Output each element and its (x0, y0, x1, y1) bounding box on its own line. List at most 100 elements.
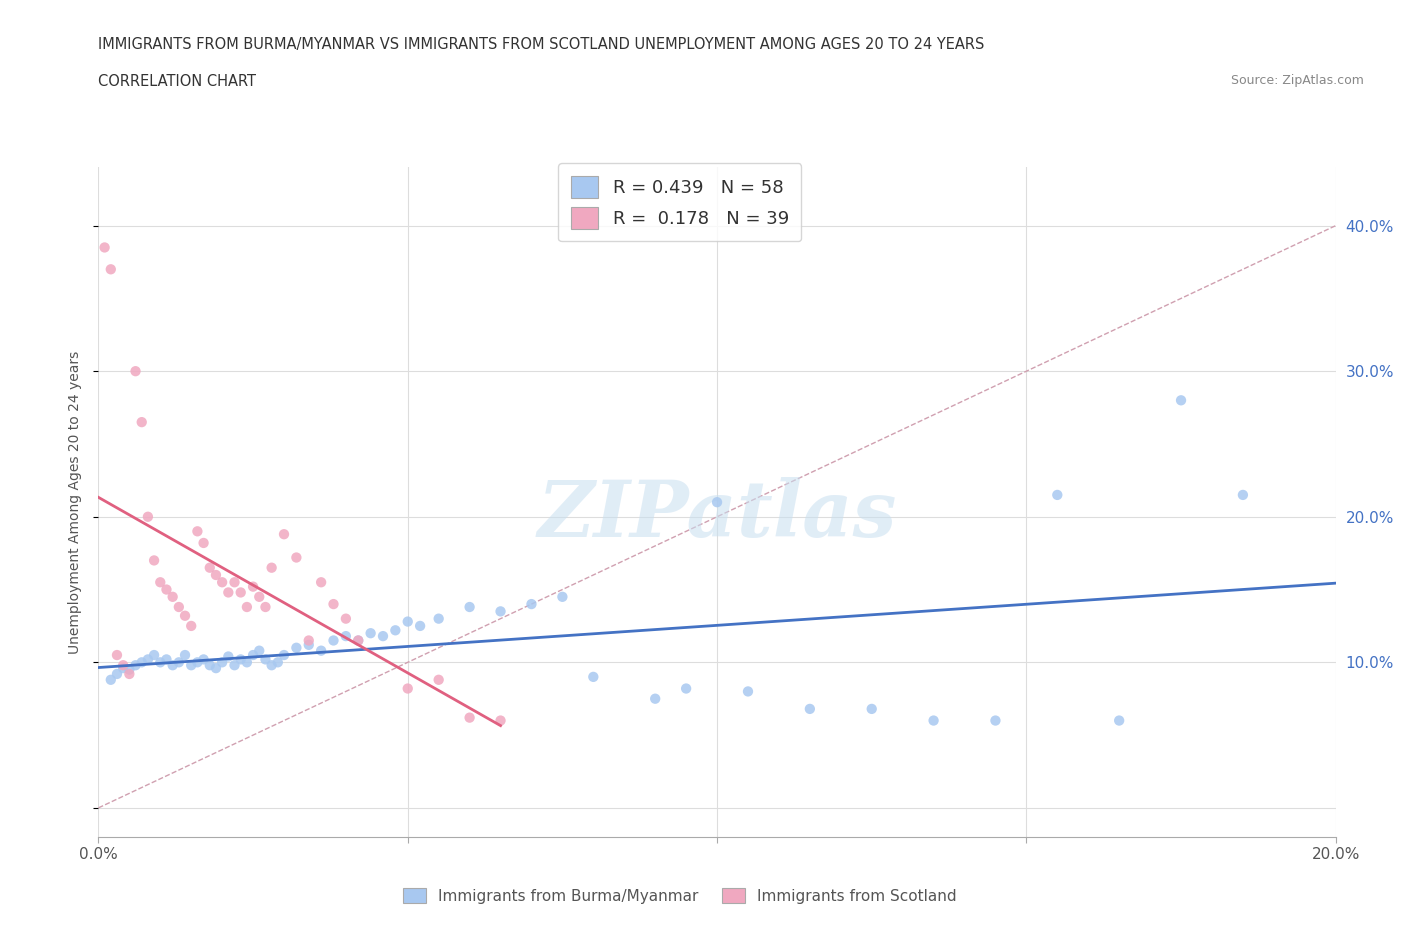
Point (1108, 713, 1130, 728)
Point (285, 550, 308, 565)
Point (254, 652, 277, 667)
Text: IMMIGRANTS FROM BURMA/MYANMAR VS IMMIGRANTS FROM SCOTLAND UNEMPLOYMENT AMONG AGE: IMMIGRANTS FROM BURMA/MYANMAR VS IMMIGRA… (98, 37, 984, 52)
Point (217, 649, 239, 664)
Point (384, 623, 406, 638)
Point (186, 524, 208, 538)
Point (174, 647, 197, 662)
Point (273, 647, 295, 662)
Point (347, 633, 370, 648)
Point (224, 658, 246, 672)
Point (100, 262, 122, 277)
Point (131, 655, 153, 670)
Point (273, 526, 295, 541)
Point (335, 629, 357, 644)
Point (229, 585, 252, 600)
Point (489, 604, 512, 618)
Point (984, 713, 1007, 728)
Point (254, 600, 277, 615)
Point (224, 575, 246, 590)
Point (1046, 487, 1069, 502)
Point (458, 600, 481, 615)
Point (205, 660, 228, 675)
Point (247, 590, 270, 604)
Point (260, 560, 283, 575)
Point (298, 637, 321, 652)
Point (167, 655, 190, 670)
Point (427, 611, 450, 626)
Point (582, 670, 605, 684)
Point (489, 713, 512, 728)
Point (155, 652, 177, 667)
Point (118, 662, 141, 677)
Point (298, 633, 321, 648)
Point (260, 658, 283, 672)
Point (112, 658, 135, 672)
Point (193, 652, 215, 667)
Point (409, 618, 432, 633)
Point (143, 553, 166, 568)
Point (136, 652, 159, 667)
Point (335, 611, 357, 626)
Point (267, 655, 290, 670)
Point (347, 633, 370, 648)
Point (198, 658, 221, 672)
Point (105, 647, 128, 662)
Point (675, 681, 697, 696)
Legend: Immigrants from Burma/Myanmar, Immigrants from Scotland: Immigrants from Burma/Myanmar, Immigrant… (398, 882, 963, 910)
Point (211, 655, 233, 670)
Point (105, 667, 128, 682)
Point (162, 590, 184, 604)
Point (124, 658, 146, 672)
Point (149, 575, 172, 590)
Point (644, 691, 666, 706)
Text: ZIPatlas: ZIPatlas (537, 477, 897, 554)
Point (118, 667, 141, 682)
Point (247, 644, 270, 658)
Point (229, 652, 252, 667)
Point (236, 655, 259, 670)
Point (285, 641, 308, 656)
Point (162, 658, 184, 672)
Point (922, 713, 945, 728)
Point (180, 658, 202, 672)
Point (93, 240, 115, 255)
Y-axis label: Unemployment Among Ages 20 to 24 years: Unemployment Among Ages 20 to 24 years (69, 351, 83, 654)
Point (242, 647, 264, 662)
Point (520, 597, 543, 612)
Point (100, 672, 122, 687)
Point (309, 575, 332, 590)
Point (180, 618, 202, 633)
Point (174, 608, 197, 623)
Point (155, 582, 177, 597)
Point (136, 510, 159, 525)
Point (706, 495, 728, 510)
Point (427, 672, 450, 687)
Point (1170, 392, 1192, 407)
Point (396, 681, 419, 696)
Point (167, 600, 190, 615)
Point (458, 711, 481, 725)
Point (799, 701, 821, 716)
Point (360, 626, 382, 641)
Point (322, 633, 344, 648)
Point (149, 655, 172, 670)
Text: Source: ZipAtlas.com: Source: ZipAtlas.com (1230, 74, 1364, 87)
Point (860, 701, 883, 716)
Point (112, 660, 135, 675)
Point (737, 684, 759, 698)
Point (211, 575, 233, 590)
Point (205, 567, 228, 582)
Point (1232, 487, 1254, 502)
Point (131, 415, 153, 430)
Point (124, 364, 146, 379)
Point (551, 590, 574, 604)
Text: CORRELATION CHART: CORRELATION CHART (98, 74, 256, 89)
Point (236, 600, 259, 615)
Point (143, 647, 166, 662)
Point (242, 579, 264, 594)
Point (217, 585, 239, 600)
Point (198, 560, 221, 575)
Point (186, 655, 208, 670)
Point (322, 597, 344, 612)
Point (193, 536, 215, 551)
